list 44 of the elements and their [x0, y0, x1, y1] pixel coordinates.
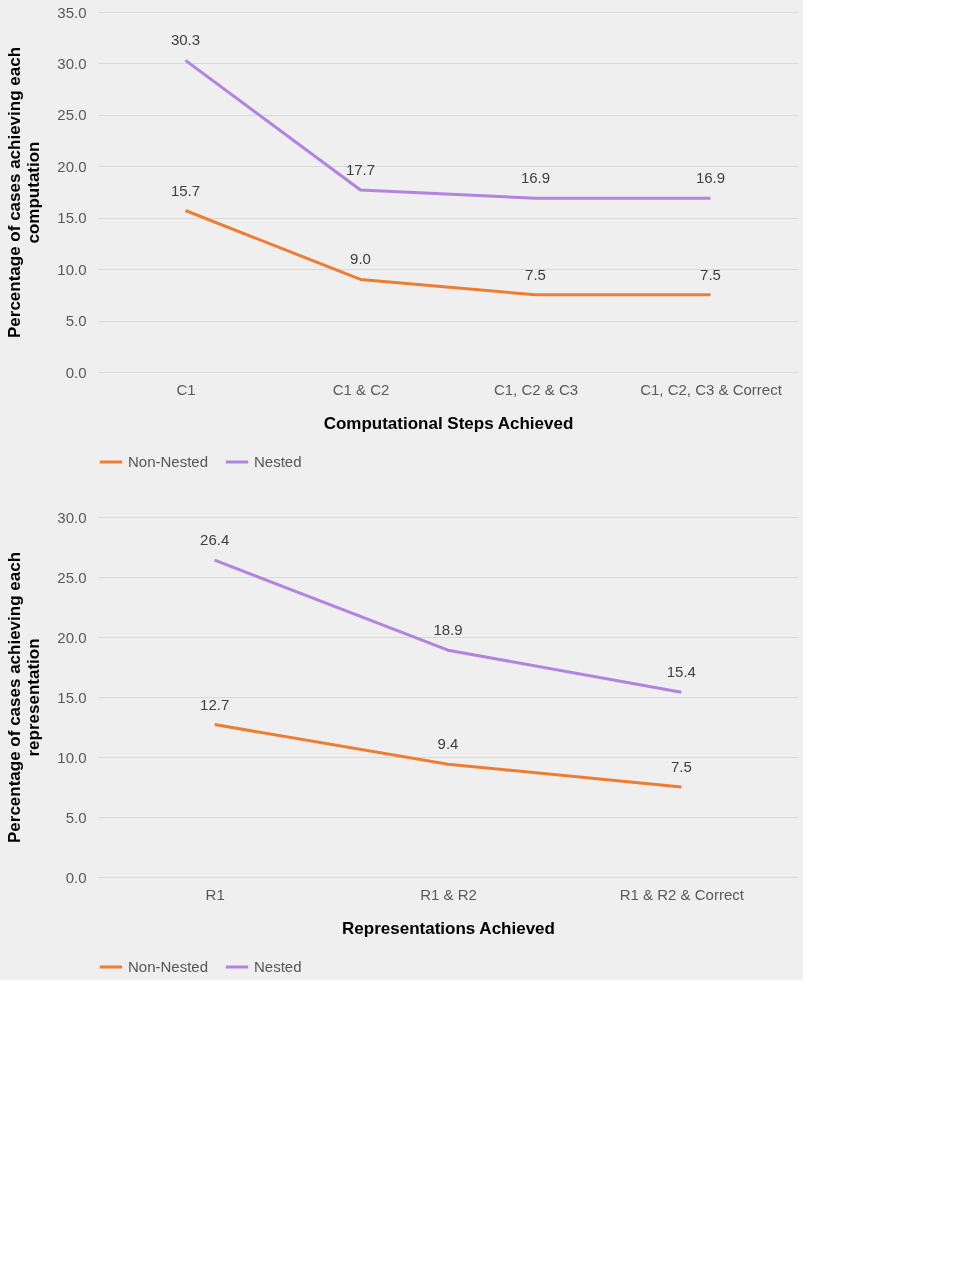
data-label: 17.7: [345, 160, 376, 178]
data-label: 9.0: [350, 250, 371, 268]
x-tick-label: R1: [205, 885, 225, 903]
x-tick-label: R1 & R2 & Correct: [619, 885, 745, 903]
y-tick-label: 10.0: [57, 748, 87, 766]
y-tick-label: 0.0: [65, 363, 87, 381]
legend-label: Non-Nested: [128, 958, 209, 975]
legend-label: Non-Nested: [128, 453, 209, 470]
data-label: 7.5: [670, 758, 692, 775]
data-label: 26.4: [200, 531, 230, 549]
y-tick-label: 5.0: [65, 808, 87, 826]
x-axis-title: Computational Steps Achieved: [323, 413, 574, 433]
y-tick-label: 15.0: [57, 209, 87, 227]
y-tick-label: 25.0: [57, 106, 87, 124]
data-label: 16.9: [695, 169, 726, 187]
y-axis-title: Percentage of cases achieving each computation: [5, 46, 44, 339]
data-label: 7.5: [700, 265, 721, 283]
x-tick-label: C1 & C2: [332, 380, 390, 398]
x-tick-label: R1 & R2: [420, 885, 477, 903]
y-tick-label: 30.0: [57, 508, 87, 526]
x-axis-title: Representations Achieved: [342, 918, 555, 938]
data-label: 15.7: [170, 181, 201, 199]
y-tick-label: 30.0: [57, 54, 87, 72]
x-tick-label: C1: [176, 380, 196, 398]
data-label: 18.9: [433, 621, 463, 639]
data-label: 12.7: [200, 695, 230, 713]
y-tick-label: 20.0: [57, 628, 87, 646]
data-label: 7.5: [525, 265, 546, 283]
y-tick-label: 15.0: [57, 688, 87, 706]
x-tick-label: C1, C2 & C3: [493, 380, 579, 398]
y-tick-label: 0.0: [65, 868, 87, 886]
data-label: 30.3: [170, 31, 201, 49]
y-axis-title: Percentage of cases achieving each representation: [5, 551, 44, 844]
y-tick-label: 10.0: [57, 260, 87, 278]
data-label: 16.9: [520, 169, 551, 187]
y-tick-label: 35.0: [57, 3, 87, 21]
data-label: 9.4: [437, 735, 459, 753]
data-label: 15.4: [666, 663, 696, 681]
legend-label: Nested: [254, 958, 302, 975]
y-tick-label: 25.0: [57, 568, 87, 586]
y-tick-label: 5.0: [65, 312, 87, 330]
y-tick-label: 20.0: [57, 157, 87, 175]
x-tick-label: C1, C2, C3 & Correct: [640, 380, 783, 398]
legend-label: Nested: [254, 453, 302, 470]
